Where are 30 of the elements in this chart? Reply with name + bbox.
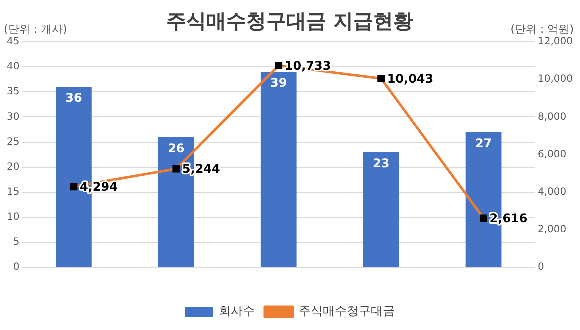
bar xyxy=(363,152,400,268)
y-tick-label: 45 xyxy=(6,36,20,48)
y-tick-label: 10 xyxy=(6,212,20,224)
y-tick-label: 0 xyxy=(13,262,20,274)
y2-tick-label: 2,000 xyxy=(538,224,567,236)
bar xyxy=(260,72,297,268)
y2-tick-label: 6,000 xyxy=(538,149,567,160)
data-label: 26 xyxy=(168,141,185,156)
data-label: 39 xyxy=(270,76,288,90)
y2-tick-label: 10,000 xyxy=(538,74,574,86)
y2-tick-label: 4,000 xyxy=(538,186,567,198)
y-tick-label: 25 xyxy=(6,136,20,148)
legend-label: 회사수 xyxy=(219,304,255,318)
y2-axis-title: (단위 : 억원) xyxy=(510,22,574,37)
y-tick-label: 35 xyxy=(6,86,20,98)
y2-tick-label: 0 xyxy=(538,262,544,274)
chart-title: 주식매수청구대금 지급현황 xyxy=(166,9,414,33)
data-label: 27 xyxy=(475,136,492,150)
y-tick-label: 30 xyxy=(6,112,20,123)
y2-tick-label: 12,000 xyxy=(538,36,574,48)
y-axis-title: (단위 : 개사) xyxy=(4,22,68,37)
y-tick-label: 5 xyxy=(13,237,20,248)
y-tick-label: 20 xyxy=(6,162,20,173)
y-tick-label: 15 xyxy=(6,186,20,198)
data-label: 36 xyxy=(66,91,82,106)
data-label: 10,043 xyxy=(387,72,434,86)
legend-label: 주식매수청구대금 xyxy=(299,304,395,318)
y-tick-label: 40 xyxy=(6,62,20,73)
data-label: 23 xyxy=(372,156,390,170)
y2-tick-label: 8,000 xyxy=(538,112,567,123)
